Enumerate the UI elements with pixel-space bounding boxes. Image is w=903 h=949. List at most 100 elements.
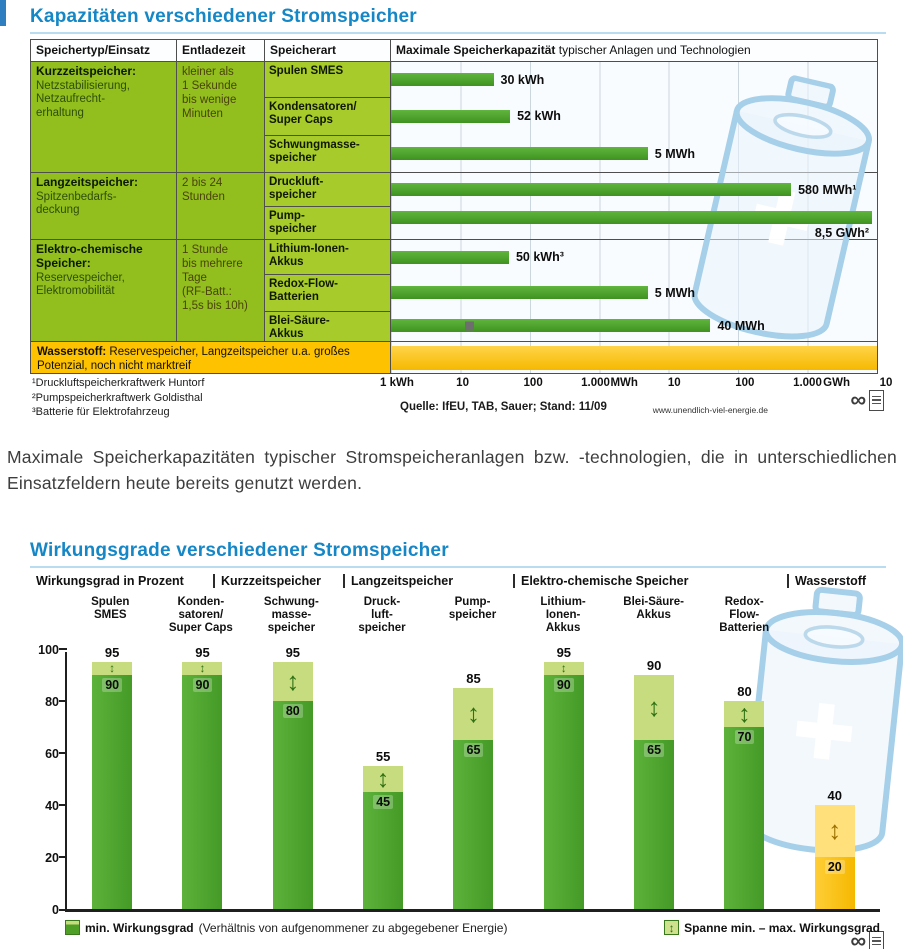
footnote-3: ³Batterie für Elektrofahrzeug (32, 406, 170, 419)
span-segment: ↕ (724, 701, 765, 727)
min-segment: 90 (543, 675, 584, 909)
span-segment: ↕ (272, 662, 313, 701)
bar-row: 580 MWh¹ (391, 173, 877, 206)
column-label-kondensatoren: Konden- satoren/ Super Caps (168, 596, 233, 635)
max-value-label: 40 (827, 788, 843, 803)
website-url: www.unendlich-viel-energie.de (652, 405, 768, 415)
storage-type-elektrochemisch: Elektro-chemische Speicher: Reservespeic… (31, 240, 177, 342)
capacity-bar-blei-saeure (391, 319, 711, 332)
capacity-bars-langzeit: 580 MWh¹ 8,5 GWh² (391, 173, 878, 240)
capacity-bar-kondensatoren (391, 109, 511, 123)
span-segment: ↕ (543, 662, 584, 675)
discharge-time-elektrochemisch: 1 Stunde bis mehrere Tage (RF-Batt.: 1,5… (177, 240, 265, 342)
speicherart-kondensatoren: Kondensatoren/ Super Caps (265, 98, 391, 136)
span-arrow-icon: ↕ (738, 701, 751, 727)
footnotes: ¹Druckluftspeicherkraftwerk Huntorf ²Pum… (30, 376, 392, 428)
storage-type-kurzzeitspeicher: Kurzzeitspeicher: Netzstabilisierung, Ne… (31, 62, 177, 173)
max-value-label: 95 (104, 645, 120, 660)
bar-row: 50 kWh³ (391, 240, 877, 274)
capacity-chart-title: Kapazitäten verschiedener Stromspeicher (30, 6, 417, 27)
speicherart-lithium-ionen: Lithium-Ionen- Akkus (265, 240, 391, 275)
max-value-label: 85 (466, 671, 481, 686)
min-value-label: 65 (463, 743, 484, 757)
efficiency-bar-kondensatoren: 95 ↕ 90 (157, 645, 247, 909)
span-arrow-icon: ↕ (376, 766, 390, 792)
bar: ↕ 90 (92, 662, 133, 909)
title-rule (30, 32, 886, 34)
span-segment: ↕ (814, 805, 855, 857)
column-label-spulen-smes: Spulen SMES (91, 596, 130, 622)
capacity-bar-lithium-ionen (391, 250, 509, 264)
group-header-elektrochemisch: Elektro-chemische Speicher (513, 574, 688, 588)
span-arrow-icon: ↕ (560, 662, 567, 675)
column-label-lithium-ionen: Lithium- Ionen- Akkus (540, 596, 586, 635)
y-tick-mark (59, 909, 67, 911)
speicherart-redox-flow: Redox-Flow- Batterien (265, 275, 391, 312)
bar: ↕ 65 (453, 688, 494, 909)
speicherart-spulen-smes: Spulen SMES (265, 62, 391, 98)
capacity-bar-pumpspeicher (391, 211, 873, 224)
capacity-chart: Kapazitäten verschiedener Stromspeicher … (30, 4, 892, 428)
storage-type-langzeitspeicher: Langzeitspeicher: Spitzenbedarfs- deckun… (31, 173, 177, 240)
capacity-bar-spulen-smes (391, 73, 494, 86)
min-value-label: 45 (373, 795, 394, 809)
min-segment: 90 (182, 675, 223, 909)
title-rule (30, 566, 886, 568)
bar: ↕ 90 (182, 662, 223, 909)
col-header-kapazitaet: Maximale Speicherkapazität typischer Anl… (391, 40, 878, 62)
y-tick-label: 20 (45, 851, 59, 865)
efficiency-bars-area: 100 80 60 40 20 0 95 ↕ 90 (38, 643, 880, 917)
capacity-bar-druckluft (391, 183, 792, 196)
efficiency-group-headers: Wirkungsgrad in Prozent Kurzzeitspeicher… (30, 574, 886, 592)
x-tick: 100 (523, 377, 543, 389)
footnote-2: ²Pumpspeicherkraftwerk Goldisthal (32, 391, 203, 404)
column-label-schwungmasse: Schwung- masse- speicher (263, 596, 319, 635)
bar-row: 30 kWh (391, 62, 877, 97)
min-segment: 80 (272, 701, 313, 909)
column-label-blei-saeure: Blei-Säure- Akkus (623, 596, 685, 622)
group-header-langzeitspeicher: Langzeitspeicher (343, 574, 453, 588)
legend-span-bold: Spanne min. – max. Wirkungsgrad (684, 920, 880, 935)
col-header-kapazitaet-bold: Maximale Speicherkapazität (396, 43, 556, 57)
efficiency-legend: min. Wirkungsgrad (Verhältnis von aufgen… (65, 920, 880, 935)
speicherart-druckluft: Druckluft- speicher (265, 173, 391, 207)
speicherart-blei-saeure: Blei-Säure- Akkus (265, 312, 391, 342)
capacity-table: Speichertyp/Einsatz Entladezeit Speicher… (30, 39, 878, 374)
max-value-label: 90 (646, 658, 662, 673)
min-value-label: 90 (102, 678, 123, 692)
bar-value-label: 50 kWh³ (515, 250, 564, 264)
span-arrow-icon: ↕ (199, 662, 206, 675)
span-segment: ↕ (634, 675, 675, 740)
footnote-1: ¹Druckluftspeicherkraftwerk Huntorf (32, 377, 205, 389)
y-tick-label: 0 (52, 903, 59, 917)
min-value-label: 65 (644, 743, 665, 757)
group-desc: Netzstabilisierung, Netzaufrecht- erhalt… (36, 79, 130, 119)
span-segment: ↕ (92, 662, 133, 675)
y-tick-mark (59, 856, 67, 858)
hydrogen-label-text: Reservespeicher, Langzeitspeicher u.a. g… (37, 346, 350, 373)
max-value-label: 95 (195, 645, 210, 660)
min-segment: 90 (92, 675, 133, 909)
span-arrow-icon: ↕ (647, 691, 661, 722)
y-tick-label: 60 (45, 747, 59, 761)
speicherart-schwungmasse: Schwungmasse- speicher (265, 136, 391, 173)
bar-value-label: 52 kWh (517, 109, 561, 123)
bar: ↕ 80 (272, 662, 313, 909)
publisher-logo: ∞ (850, 389, 884, 411)
bar-value-label: 5 MWh (654, 146, 696, 161)
column-label-redox-flow: Redox- Flow- Batterien (719, 596, 770, 635)
max-value-label: 95 (285, 645, 301, 660)
x-tick: 1.000 (581, 377, 610, 389)
min-value-label: 20 (824, 860, 845, 874)
x-tick: 1.000 (793, 377, 822, 389)
bar: ↕ 20 (814, 805, 855, 909)
group-name: Elektro-chemische Speicher: (36, 242, 143, 270)
scan-artifact-square (465, 321, 475, 330)
discharge-time-kurzzeit: kleiner als 1 Sekunde bis wenige Minuten (177, 62, 265, 173)
group-name: Langzeitspeicher: (36, 175, 139, 189)
bar: ↕ 45 (363, 766, 404, 909)
bar: ↕ 70 (724, 701, 765, 909)
min-value-label: 90 (553, 678, 574, 692)
hydrogen-bar (391, 345, 877, 370)
